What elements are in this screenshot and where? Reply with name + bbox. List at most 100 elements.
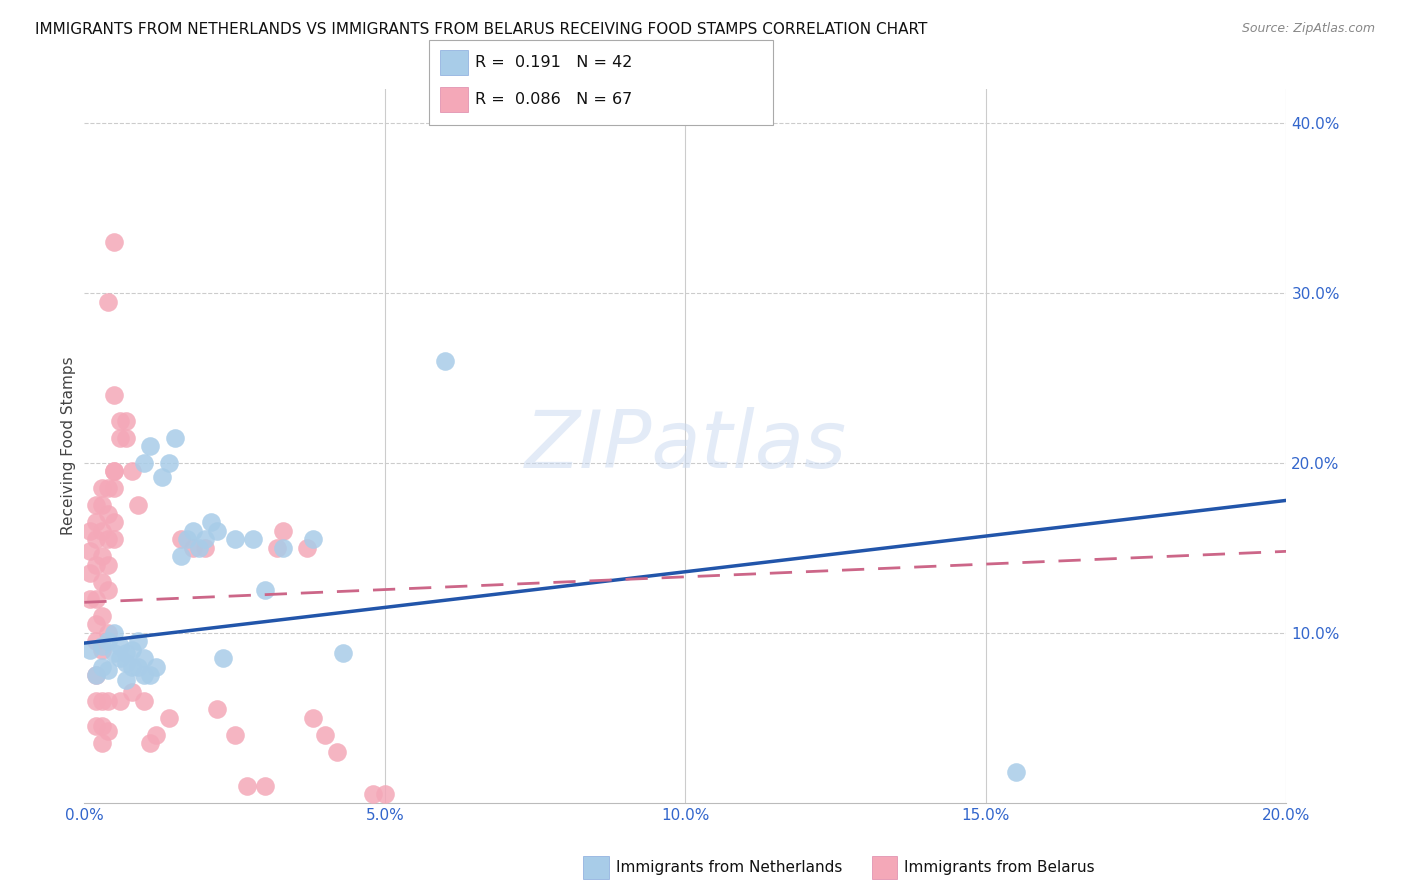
Point [91,736,114,750]
Point [205,702,228,716]
Point [97,626,120,640]
Point [79,591,101,606]
Point [121,660,143,674]
Point [176,533,198,547]
Point [91,524,114,538]
Point [139,439,162,453]
Point [110,694,132,708]
Point [271,541,294,555]
Point [86,617,108,632]
Text: R =  0.086   N = 67: R = 0.086 N = 67 [475,93,633,107]
Point [115,657,138,671]
Point [91,719,114,733]
Point [97,724,120,739]
Point [121,643,143,657]
Point [169,549,191,564]
Point [434,354,457,368]
Point [332,646,354,660]
Point [242,533,264,547]
Point [97,294,120,309]
Point [97,663,120,677]
Point [224,728,246,742]
Point [91,574,114,589]
Point [91,640,114,654]
Point [374,787,396,801]
Point [86,634,108,648]
Point [86,533,108,547]
Point [110,651,132,665]
Text: IMMIGRANTS FROM NETHERLANDS VS IMMIGRANTS FROM BELARUS RECEIVING FOOD STAMPS COR: IMMIGRANTS FROM NETHERLANDS VS IMMIGRANT… [35,22,928,37]
Point [103,646,125,660]
Point [127,499,149,513]
Point [103,388,125,402]
Point [211,651,233,665]
Point [139,736,162,750]
Point [224,533,246,547]
Point [314,728,336,742]
Point [86,591,108,606]
Text: R =  0.191   N = 42: R = 0.191 N = 42 [475,55,633,70]
Point [271,524,294,538]
Point [163,430,186,444]
Point [91,694,114,708]
Point [115,413,138,427]
Point [235,779,257,793]
Point [169,533,191,547]
Point [127,660,149,674]
Point [86,694,108,708]
Point [103,465,125,479]
Point [86,558,108,572]
Point [91,660,114,674]
Point [97,533,120,547]
Point [103,465,125,479]
Text: Source: ZipAtlas.com: Source: ZipAtlas.com [1241,22,1375,36]
Point [187,541,209,555]
Point [152,469,174,483]
Point [97,482,120,496]
Point [134,694,156,708]
Point [181,524,204,538]
Point [127,634,149,648]
Point [79,566,101,581]
Point [103,482,125,496]
Point [121,465,143,479]
Point [79,643,101,657]
Point [145,728,167,742]
Point [145,660,167,674]
Point [86,499,108,513]
Point [79,524,101,538]
Point [194,541,217,555]
Point [110,640,132,654]
Point [301,711,323,725]
Y-axis label: Receiving Food Stamps: Receiving Food Stamps [60,357,76,535]
Point [121,685,143,699]
Point [115,646,138,660]
Point [134,651,156,665]
Point [157,711,180,725]
Point [86,668,108,682]
Point [103,235,125,249]
Point [157,456,180,470]
Point [91,499,114,513]
Text: Immigrants from Netherlands: Immigrants from Netherlands [616,860,842,874]
Point [295,541,318,555]
Point [110,430,132,444]
Point [97,694,120,708]
Point [91,643,114,657]
Text: Immigrants from Belarus: Immigrants from Belarus [904,860,1095,874]
Point [79,544,101,558]
Point [134,456,156,470]
Point [97,558,120,572]
Point [115,430,138,444]
Point [194,533,217,547]
Point [139,668,162,682]
Point [266,541,288,555]
Point [86,668,108,682]
Point [253,779,276,793]
Point [134,668,156,682]
Point [301,533,323,547]
Point [326,745,349,759]
Point [91,608,114,623]
Point [103,626,125,640]
Point [253,583,276,598]
